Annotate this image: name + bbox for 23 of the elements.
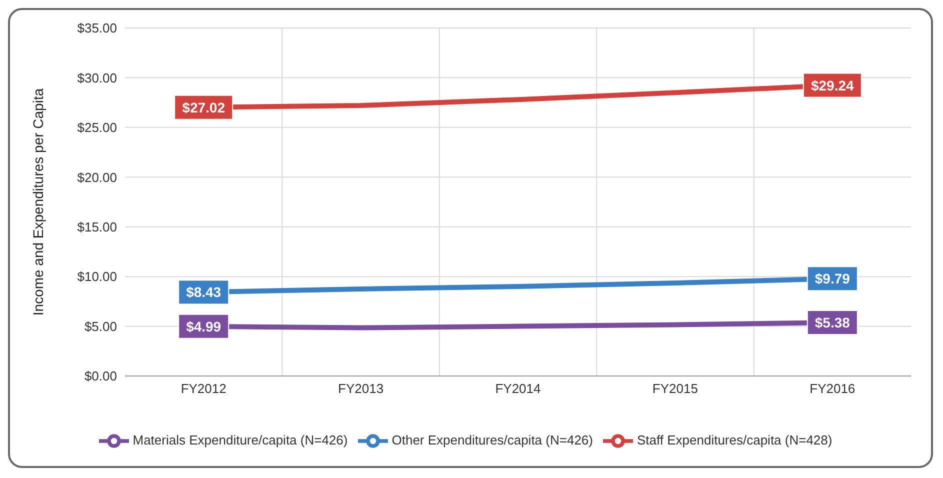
y-tick-label: $15.00 — [77, 219, 117, 234]
legend-label: Staff Expenditures/capita (N=428) — [636, 432, 832, 448]
data-label: $5.38 — [814, 314, 850, 331]
x-tick-label: FY2016 — [810, 381, 856, 396]
legend-label: Other Expenditures/capita (N=426) — [392, 432, 593, 448]
data-label: $9.79 — [814, 270, 850, 287]
x-tick-label: FY2015 — [652, 381, 698, 396]
y-tick-label: $10.00 — [77, 269, 117, 284]
y-tick-label: $5.00 — [84, 318, 117, 334]
data-label: $4.99 — [186, 318, 222, 334]
x-tick-label: FY2013 — [338, 381, 384, 396]
legend-label: Materials Expenditure/capita (N=426) — [132, 432, 348, 448]
x-tick-label: FY2012 — [180, 381, 226, 396]
y-tick-label: $20.00 — [77, 170, 117, 185]
data-label: $8.43 — [186, 284, 222, 300]
x-tick-label: FY2014 — [495, 381, 541, 396]
y-tick-label: $30.00 — [77, 70, 117, 86]
data-label: $29.24 — [810, 77, 854, 94]
y-tick-label: $25.00 — [77, 120, 117, 136]
y-tick-label: $35.00 — [77, 20, 117, 36]
y-tick-label: $0.00 — [84, 368, 117, 384]
data-label: $27.02 — [182, 99, 226, 116]
y-axis-title: Income and Expenditures per Capita — [30, 88, 46, 316]
